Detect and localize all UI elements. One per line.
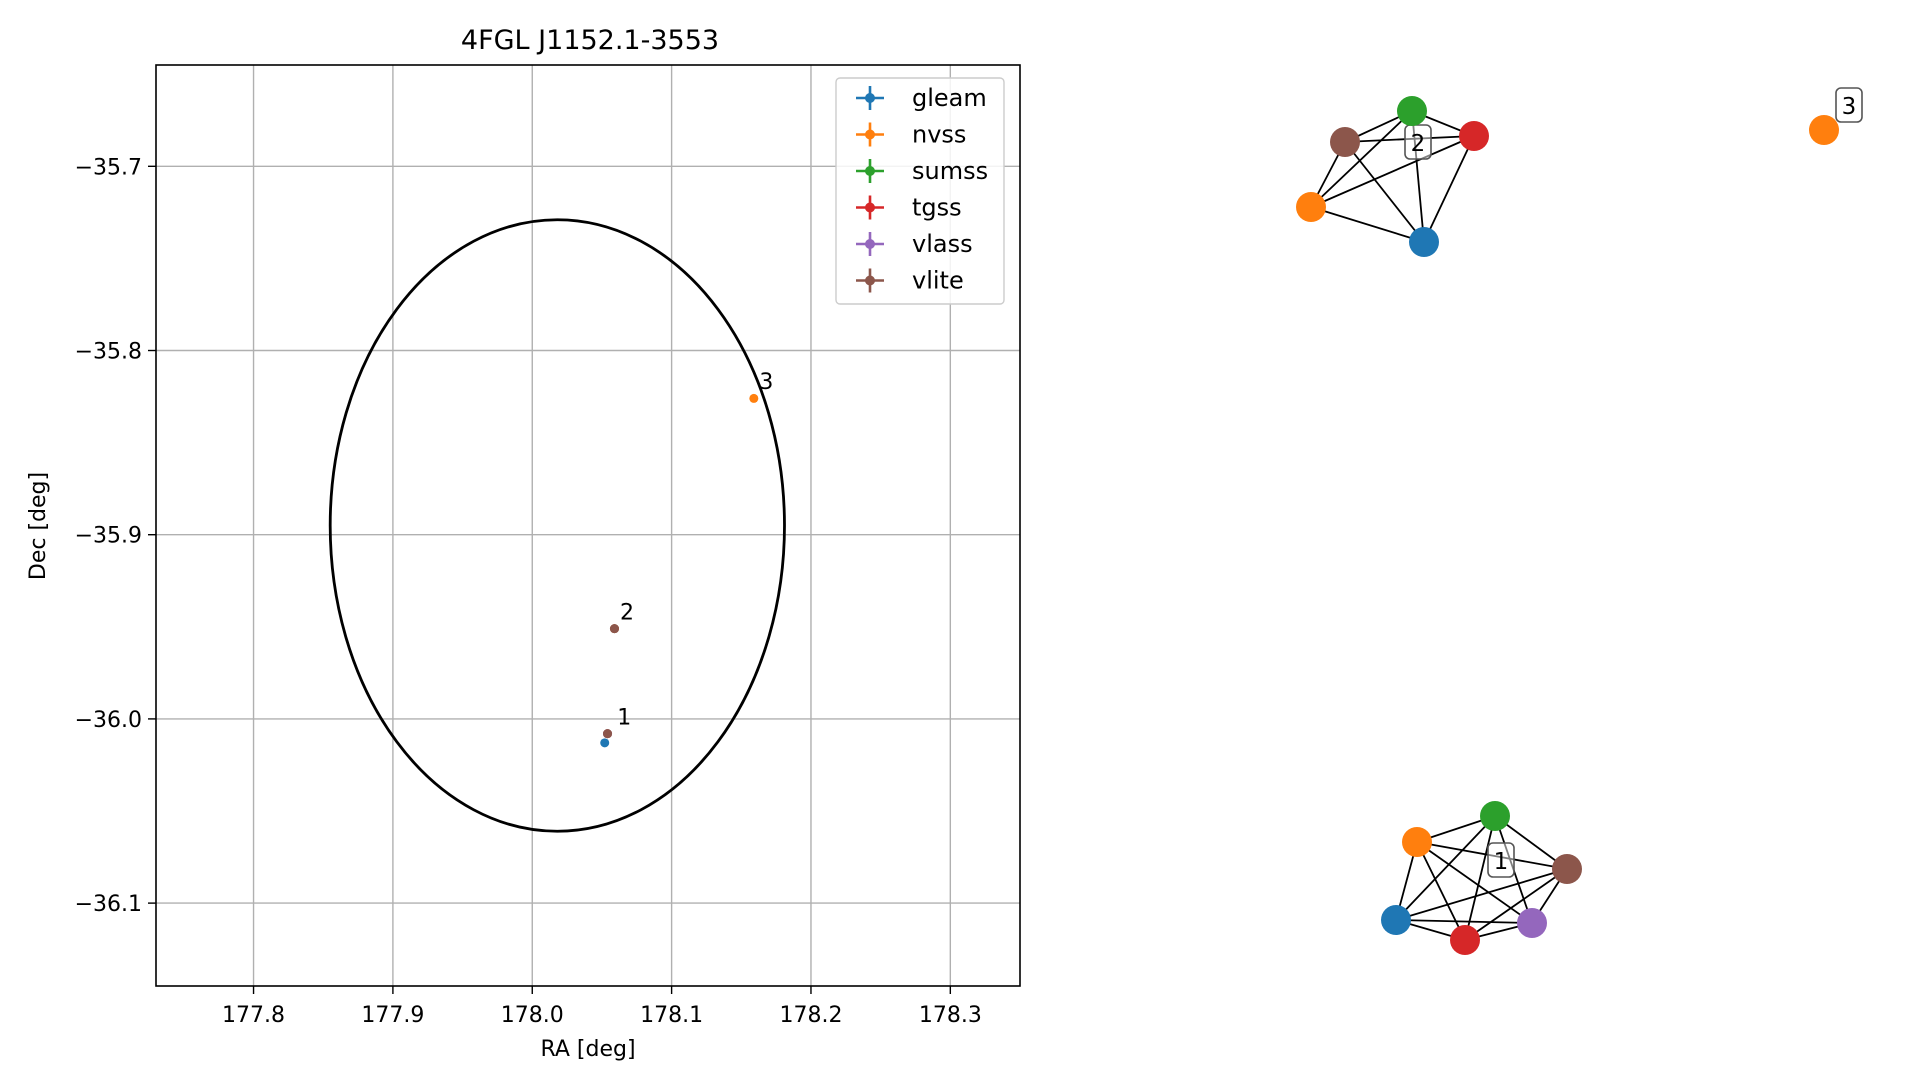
point-nvss [749, 393, 759, 403]
graph-cluster-label-box [1835, 87, 1863, 123]
legend-label-sumss: sumss [912, 157, 988, 185]
point-annotation-1: 1 [617, 705, 631, 730]
x-tick-label: 177.9 [361, 1003, 424, 1028]
x-tick-label: 178.2 [779, 1003, 842, 1028]
graph-node-nvss [1296, 192, 1326, 222]
legend-label-nvss: nvss [912, 121, 966, 149]
graph-node-tgss [1450, 925, 1480, 955]
graph-edges [1310, 110, 1568, 941]
legend-marker-tgss [865, 202, 875, 213]
legend-marker-sumss [865, 166, 875, 176]
ellipse-layer [328, 218, 786, 833]
graph-edge [1310, 135, 1475, 208]
point-vlite [603, 729, 613, 739]
y-axis-label: Dec [deg] [26, 472, 51, 580]
graph-node-vlass [1517, 908, 1547, 938]
y-tick-label: −35.7 [75, 155, 142, 180]
point-annotation-2: 2 [620, 600, 634, 625]
graph-edge [1416, 841, 1466, 941]
legend-marker-vlite [865, 275, 875, 286]
legend: gleam nvss sumss tgss vlass vlite [835, 77, 1005, 305]
graph-cluster-label: 3 [1842, 94, 1857, 120]
legend-marker-gleam [865, 93, 875, 103]
point-vlite [609, 624, 619, 634]
graph-node-vlite [1330, 127, 1360, 157]
legend-marker-vlass [865, 239, 875, 249]
graph-node-nvss [1402, 827, 1432, 857]
legend-label-vlass: vlass [912, 230, 973, 258]
graph-cluster-labels: 2 3 1 [1404, 87, 1863, 878]
graph-node-gleam [1409, 227, 1439, 257]
graph-nodes [1296, 96, 1839, 955]
x-axis-label: RA [deg] [540, 1037, 635, 1062]
legend-marker-nvss [865, 129, 875, 140]
legend-label-vlite: vlite [912, 267, 964, 295]
graph-edge [1464, 815, 1496, 941]
point-gleam [600, 738, 610, 748]
graph-edge [1416, 841, 1533, 924]
graph-edge [1344, 141, 1425, 243]
graph-edge [1464, 868, 1568, 941]
point-annotation-3: 3 [759, 370, 773, 395]
x-tick-label: 178.1 [640, 1003, 703, 1028]
legend-label-gleam: gleam [912, 84, 987, 112]
graph-node-gleam [1381, 905, 1411, 935]
x-axis-ticks: 177.8 177.9 178.0 178.1 178.2 178.3 [222, 986, 982, 1028]
y-tick-label: −36.1 [75, 892, 142, 917]
graph-cluster-label-box [1487, 842, 1515, 878]
graph-node-sumss [1480, 801, 1510, 831]
graph-cluster-label-box [1404, 124, 1432, 160]
graph-node-vlite [1552, 854, 1582, 884]
graph-edge [1395, 815, 1496, 921]
x-tick-label: 178.0 [501, 1003, 564, 1028]
y-tick-label: −36.0 [75, 708, 142, 733]
graph-edge [1423, 135, 1475, 243]
localization-ellipse [328, 218, 786, 833]
graph-node-sumss [1397, 96, 1427, 126]
data-points [600, 393, 759, 748]
graph-edge [1310, 110, 1413, 208]
graph-cluster-label: 2 [1411, 131, 1426, 157]
x-tick-label: 177.8 [222, 1003, 285, 1028]
graph-cluster-label: 1 [1494, 849, 1509, 875]
graph-node-nvss [1809, 115, 1839, 145]
graph-edge [1310, 206, 1425, 243]
chart-title: 4FGL J1152.1-3553 [461, 25, 719, 56]
point-annotations: 1 2 3 [617, 370, 773, 730]
y-axis-ticks: −35.7 −35.8 −35.9 −36.0 −36.1 [75, 155, 156, 917]
y-tick-label: −35.8 [75, 340, 142, 365]
graph-edge [1395, 919, 1533, 924]
graph-edge [1395, 868, 1568, 921]
graph-node-tgss [1459, 121, 1489, 151]
plot-frame [155, 64, 1021, 987]
x-tick-label: 178.3 [919, 1003, 982, 1028]
legend-label-tgss: tgss [912, 194, 962, 222]
y-tick-label: −35.9 [75, 524, 142, 549]
